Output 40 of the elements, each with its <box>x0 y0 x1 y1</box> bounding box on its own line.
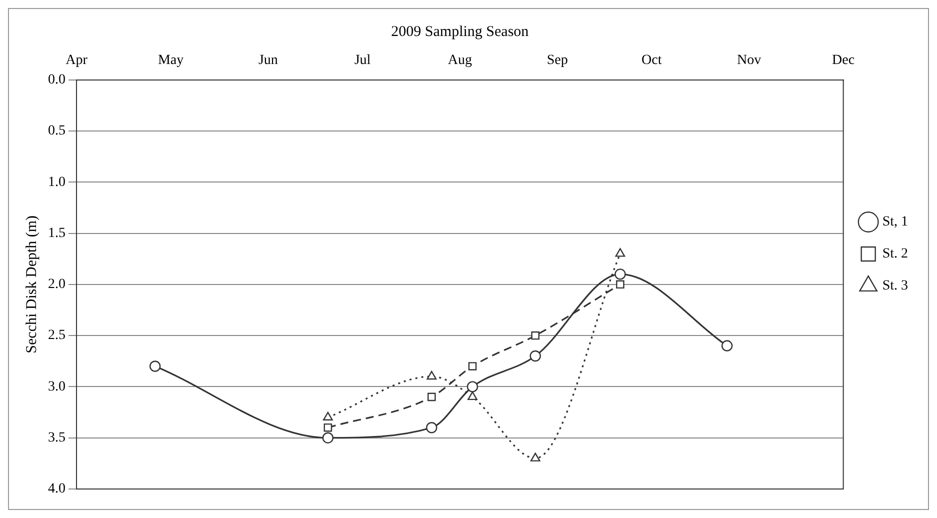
x-tick-label: Jul <box>354 53 371 68</box>
point <box>427 392 436 402</box>
legend-label: St, 1 <box>882 214 908 230</box>
x-tick-label: Oct <box>642 53 662 68</box>
y-axis-title: Secchi Disk Depth (m) <box>24 215 40 354</box>
y-tick-label: 0.5 <box>48 124 66 139</box>
y-tick-label: 3.0 <box>48 379 66 394</box>
x-tick-label: Dec <box>832 53 855 68</box>
x-tick-label: Aug <box>448 53 472 68</box>
legend-label: St. 3 <box>882 278 908 294</box>
x-tick-label: Apr <box>66 53 88 68</box>
y-tick-label: 4.0 <box>48 482 66 497</box>
point <box>530 452 540 462</box>
y-tick-label: 2.5 <box>48 328 66 344</box>
point <box>614 268 626 280</box>
point <box>721 340 733 352</box>
y-tick-label: 0.0 <box>48 72 66 88</box>
point <box>426 370 437 380</box>
point <box>530 350 541 362</box>
x-tick-label: Sep <box>546 53 568 68</box>
x-tick-label: Jun <box>258 53 278 68</box>
x-tick-label: Nov <box>736 53 762 68</box>
x-axis-title: 2009 Sampling Season <box>391 24 530 40</box>
point <box>426 422 438 434</box>
legend-label: St. 2 <box>882 246 908 262</box>
point <box>322 412 333 420</box>
point <box>466 381 478 392</box>
point <box>149 360 161 372</box>
point <box>616 280 624 289</box>
point <box>468 391 478 400</box>
y-tick-label: 1.0 <box>48 174 66 190</box>
y-tick-label: 3.5 <box>48 430 66 446</box>
y-tick-label: 2.0 <box>48 277 66 292</box>
point <box>322 432 334 444</box>
point <box>468 362 477 370</box>
point <box>531 331 540 340</box>
x-tick-label: May <box>158 53 184 68</box>
point <box>324 423 332 432</box>
y-tick-label: 1.5 <box>48 226 66 241</box>
point <box>615 248 626 257</box>
